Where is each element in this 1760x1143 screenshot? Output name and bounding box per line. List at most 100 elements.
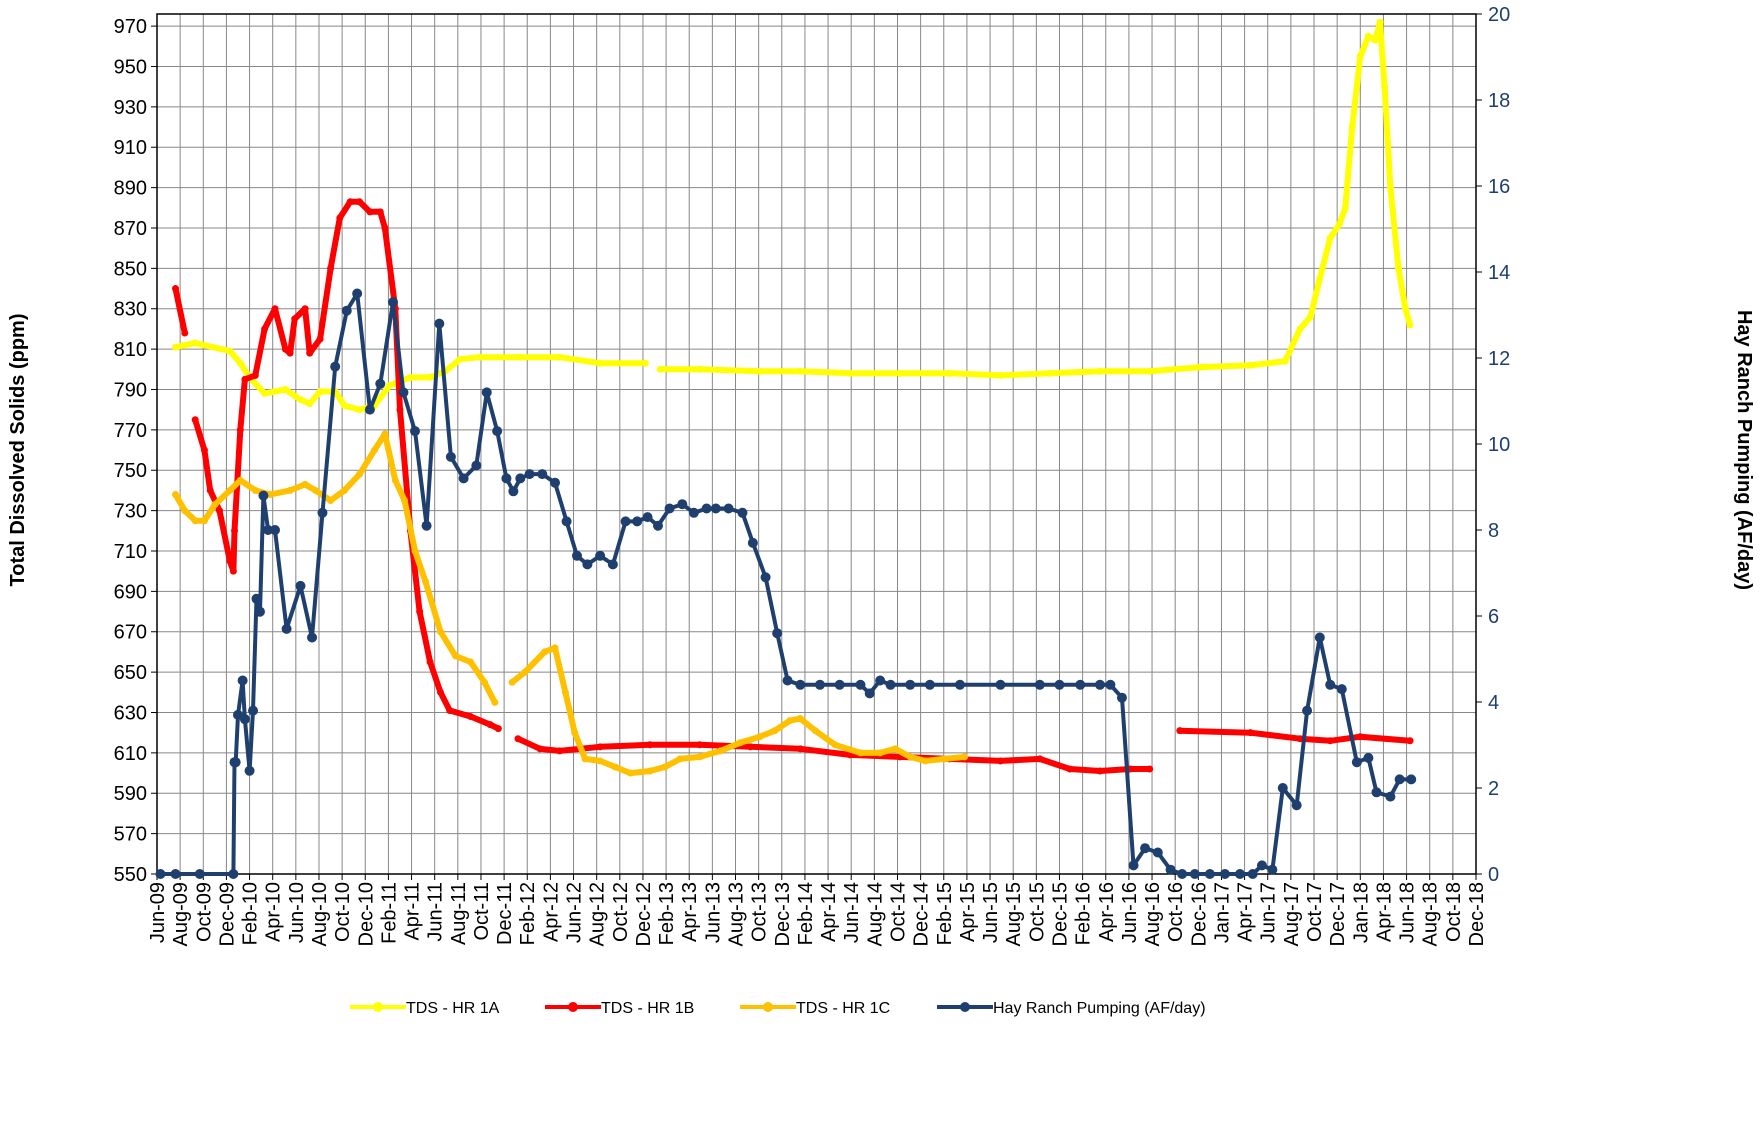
x-tick-label: Dec-17 — [1327, 882, 1349, 946]
point — [508, 678, 516, 686]
point — [346, 198, 354, 206]
point — [391, 476, 399, 484]
point — [296, 396, 304, 404]
y2-tick-label: 16 — [1488, 176, 1510, 198]
point — [677, 499, 688, 510]
point — [434, 318, 445, 329]
point — [1376, 18, 1384, 26]
point — [556, 353, 564, 361]
point — [340, 402, 348, 410]
point — [1140, 843, 1151, 854]
point — [376, 208, 384, 216]
y-tick-label: 610 — [114, 743, 147, 765]
point — [760, 572, 771, 583]
x-tick-label: Apr-10 — [263, 882, 285, 942]
y-tick-label: 550 — [114, 864, 147, 886]
x-tick-label: Aug-14 — [864, 882, 886, 947]
series-line — [172, 19, 1413, 413]
point — [286, 486, 294, 494]
x-tick-label: Dec-15 — [1049, 882, 1071, 946]
point — [494, 725, 502, 733]
x-tick-label: Feb-16 — [1073, 882, 1095, 945]
point — [710, 503, 721, 514]
x-tick-label: Dec-09 — [216, 882, 238, 946]
x-tick-label: Apr-14 — [818, 882, 840, 942]
y-tick-label: 770 — [114, 420, 147, 442]
point — [226, 347, 234, 355]
point — [834, 679, 845, 690]
point — [281, 385, 289, 393]
point — [263, 525, 274, 535]
point — [1219, 869, 1230, 879]
point — [446, 706, 454, 714]
point — [642, 512, 653, 523]
point — [200, 517, 208, 525]
point — [181, 329, 189, 337]
point — [261, 325, 269, 333]
point — [1146, 367, 1154, 375]
x-tick-label: Aug-11 — [448, 882, 470, 945]
x-tick-label: Oct-15 — [1026, 882, 1048, 942]
point — [191, 517, 199, 525]
y-tick-label: 970 — [114, 16, 147, 38]
point — [248, 705, 259, 716]
point — [270, 525, 281, 535]
point — [771, 727, 779, 735]
y-tick-label: 790 — [114, 379, 147, 401]
point — [756, 367, 764, 375]
point — [747, 743, 755, 751]
point — [921, 757, 929, 765]
x-tick-label: Feb-12 — [517, 882, 539, 945]
point — [241, 375, 249, 383]
point — [581, 755, 589, 763]
point — [1335, 220, 1343, 228]
point — [1364, 32, 1372, 40]
point — [426, 373, 434, 381]
point — [514, 735, 522, 743]
point — [486, 721, 494, 729]
y-tick-label: 570 — [114, 824, 147, 846]
point — [737, 507, 748, 518]
point — [1394, 774, 1405, 785]
x-tick-label: Oct-10 — [332, 882, 354, 942]
plot-frame — [156, 13, 1477, 875]
point — [1176, 727, 1184, 735]
point — [1385, 791, 1396, 802]
point — [215, 507, 223, 515]
point — [416, 608, 424, 616]
point — [1371, 36, 1379, 44]
point — [1195, 363, 1203, 371]
point — [355, 198, 363, 206]
y-tick-label: 890 — [114, 178, 147, 200]
point — [237, 675, 248, 686]
y2-tick-label: 8 — [1488, 520, 1499, 542]
point — [1307, 313, 1315, 321]
point — [421, 577, 429, 585]
y2-tick-label: 20 — [1488, 4, 1510, 26]
point — [236, 426, 244, 434]
point — [875, 675, 886, 686]
y-tick-label: 710 — [114, 541, 147, 563]
point — [251, 593, 262, 604]
x-tick-label: Jun-11 — [425, 882, 447, 942]
point — [291, 315, 299, 323]
x-tick-label: Feb-11 — [378, 882, 400, 944]
point — [516, 353, 524, 361]
point — [1075, 679, 1086, 690]
point — [696, 365, 704, 373]
point — [571, 729, 579, 737]
point — [550, 477, 561, 488]
point — [611, 763, 619, 771]
series-line — [172, 198, 1413, 774]
point — [924, 679, 935, 690]
point — [1096, 367, 1104, 375]
point — [646, 767, 654, 775]
point — [1034, 679, 1045, 690]
point — [756, 733, 764, 741]
point — [1302, 705, 1313, 716]
legend-label: Hay Ranch Pumping (AF/day) — [993, 1000, 1206, 1017]
point — [436, 688, 444, 696]
point — [811, 727, 819, 735]
y-tick-label: 930 — [114, 97, 147, 119]
x-tick-label: Jun-13 — [702, 882, 724, 943]
